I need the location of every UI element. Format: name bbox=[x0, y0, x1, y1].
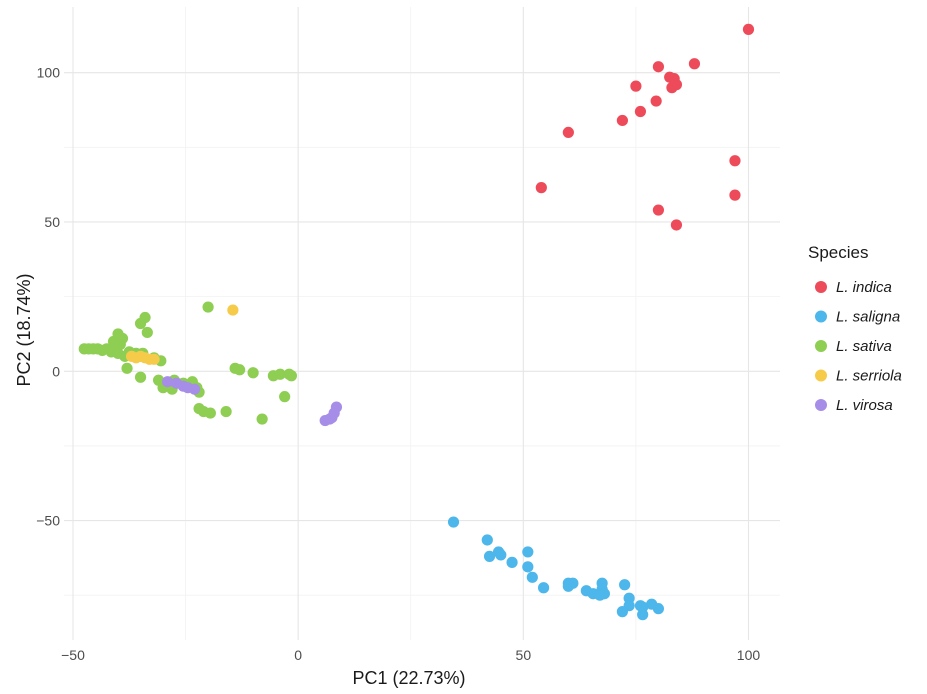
legend-item-l-saligna: L. saligna bbox=[815, 309, 900, 326]
point-l-indica bbox=[616, 114, 628, 127]
point-l-saligna bbox=[652, 603, 665, 615]
legend-swatch bbox=[815, 310, 827, 323]
point-l-saligna bbox=[537, 582, 550, 594]
legend-label: L. indica bbox=[836, 279, 892, 296]
legend-swatch bbox=[815, 369, 827, 382]
point-l-sativa bbox=[204, 407, 216, 419]
x-tick-label: 50 bbox=[516, 647, 532, 663]
point-l-saligna bbox=[619, 579, 631, 591]
point-l-sativa bbox=[247, 367, 259, 379]
point-l-serriola bbox=[148, 353, 160, 365]
legend-item-l-indica: L. indica bbox=[815, 279, 892, 296]
point-l-indica bbox=[652, 204, 665, 216]
point-l-saligna bbox=[594, 589, 606, 601]
point-l-indica bbox=[650, 95, 662, 107]
point-l-sativa bbox=[274, 368, 286, 380]
point-l-sativa bbox=[134, 317, 147, 330]
point-l-saligna bbox=[483, 550, 496, 562]
y-tick-label: 0 bbox=[52, 363, 60, 379]
point-l-virosa bbox=[330, 401, 343, 413]
legend-swatch bbox=[815, 399, 827, 411]
point-l-sativa bbox=[279, 391, 291, 403]
point-l-sativa bbox=[220, 405, 232, 418]
point-l-indica bbox=[652, 61, 665, 73]
legend-swatch bbox=[815, 340, 827, 352]
point-l-saligna bbox=[522, 546, 534, 558]
legend-title: Species bbox=[808, 243, 868, 262]
legend-label: L. saligna bbox=[836, 309, 900, 326]
point-l-serriola bbox=[227, 304, 239, 316]
legend-swatch bbox=[815, 281, 827, 293]
legend-label: L. sativa bbox=[836, 338, 892, 355]
x-tick-label: 0 bbox=[294, 647, 302, 663]
point-l-indica bbox=[562, 126, 574, 139]
point-l-virosa bbox=[161, 376, 174, 388]
legend-item-l-virosa: L. virosa bbox=[815, 397, 893, 414]
point-l-sativa bbox=[234, 364, 246, 376]
point-l-saligna bbox=[562, 580, 574, 592]
legend-label: L. virosa bbox=[836, 397, 893, 414]
point-l-indica bbox=[688, 58, 701, 70]
y-axis-title: PC2 (18.74%) bbox=[14, 273, 34, 386]
point-l-virosa bbox=[188, 383, 201, 395]
point-l-indica bbox=[666, 82, 678, 94]
x-axis-ticks: −50 0 50 100 bbox=[61, 647, 760, 663]
point-l-indica bbox=[630, 80, 642, 92]
x-tick-label: −50 bbox=[61, 647, 85, 663]
point-l-saligna bbox=[616, 606, 628, 618]
legend: Species L. indica L. saligna L. sativa L. s… bbox=[808, 243, 902, 414]
point-l-indica bbox=[729, 189, 741, 201]
point-l-saligna bbox=[526, 571, 538, 583]
y-tick-label: 50 bbox=[44, 214, 60, 230]
point-l-indica bbox=[729, 155, 741, 167]
legend-item-l-serriola: L. serriola bbox=[815, 368, 902, 385]
point-l-indica bbox=[742, 23, 755, 35]
point-l-indica bbox=[634, 105, 647, 118]
point-l-saligna bbox=[447, 516, 460, 528]
point-l-sativa bbox=[285, 370, 298, 382]
point-l-saligna bbox=[522, 561, 534, 573]
y-axis-ticks: −50 0 50 100 bbox=[36, 65, 60, 529]
point-l-saligna bbox=[637, 609, 649, 621]
legend-item-l-sativa: L. sativa bbox=[815, 338, 892, 355]
point-l-indica bbox=[535, 182, 547, 194]
point-l-sativa bbox=[121, 362, 133, 374]
point-l-sativa bbox=[202, 301, 214, 313]
point-l-sativa bbox=[256, 413, 268, 425]
minor-gridlines bbox=[64, 7, 780, 640]
point-l-sativa bbox=[134, 371, 147, 383]
point-l-indica bbox=[670, 219, 683, 231]
data-points bbox=[78, 23, 755, 621]
major-gridlines bbox=[64, 7, 780, 640]
y-tick-label: −50 bbox=[36, 513, 60, 529]
point-l-sativa bbox=[116, 332, 129, 345]
point-l-saligna bbox=[495, 549, 507, 561]
y-tick-label: 100 bbox=[37, 65, 61, 81]
x-tick-label: 100 bbox=[737, 647, 761, 663]
point-l-saligna bbox=[506, 556, 518, 568]
legend-label: L. serriola bbox=[836, 368, 902, 385]
x-axis-title: PC1 (22.73%) bbox=[352, 668, 465, 688]
point-l-sativa bbox=[141, 326, 153, 339]
point-l-saligna bbox=[481, 534, 493, 546]
